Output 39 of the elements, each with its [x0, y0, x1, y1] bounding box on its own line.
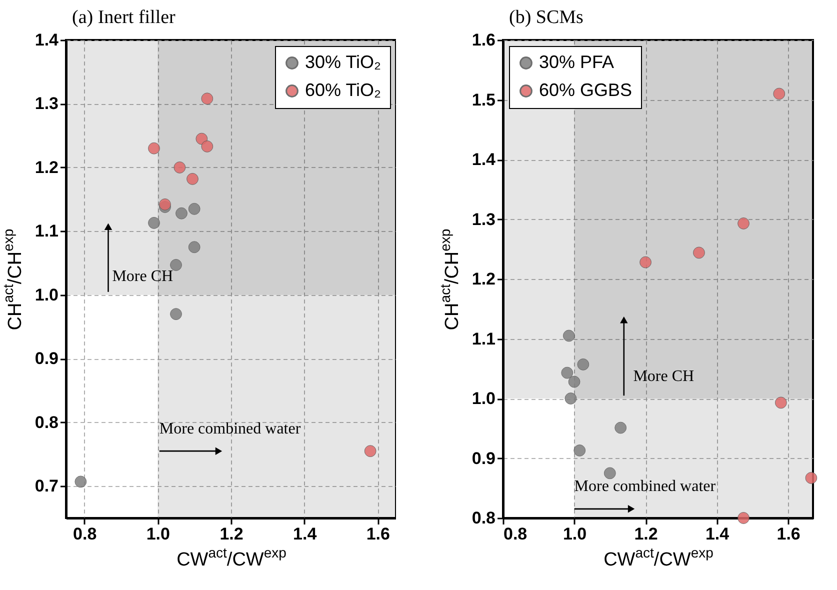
x-tick-label: 1.4	[705, 524, 730, 544]
y-tick-label: 0.9	[34, 349, 58, 368]
x-tick-label: 1.4	[293, 524, 318, 544]
annotation: More combined water	[574, 478, 716, 496]
chart-title: (b) SCMs	[509, 7, 584, 28]
chart-title: (a) Inert filler	[72, 7, 176, 28]
x-tick-label: 1.6	[776, 524, 800, 544]
legend-label: 60% TiO₂	[305, 80, 382, 100]
x-tick-label: 1.2	[220, 524, 244, 544]
x-axis-title: CW$^{act}$/CW$^{exp}$	[176, 544, 287, 570]
y-tick-label: 1.4	[472, 150, 496, 169]
y-tick-label: 1.1	[472, 329, 496, 348]
y-tick-label: 1.6	[472, 30, 496, 50]
legend-label: 30% PFA	[539, 52, 614, 72]
y-tick-label: 1.1	[34, 222, 58, 241]
y-tick-label: 1.2	[34, 158, 58, 177]
y-tick-label: 0.9	[472, 448, 496, 468]
y-tick-label: 0.7	[34, 476, 58, 496]
x-tick-label: 0.8	[504, 524, 528, 544]
x-tick-label: 1.6	[366, 524, 390, 544]
legend-label: 30% TiO₂	[305, 52, 382, 72]
x-tick-label: 0.8	[73, 524, 97, 544]
y-tick-label: 1.0	[472, 389, 496, 408]
y-tick-label: 1.2	[472, 270, 496, 288]
x-tick-label: 1.0	[146, 524, 170, 544]
x-tick-label: 1.0	[562, 524, 587, 544]
y-tick-label: 1.5	[472, 90, 496, 110]
y-tick-label: 1.4	[34, 30, 60, 50]
annotation: More CH	[633, 368, 695, 386]
x-tick-label: 1.2	[634, 524, 658, 544]
y-tick-label: 0.8	[472, 508, 496, 528]
annotation: More combined water	[159, 420, 302, 438]
y-tick-label: 1.3	[472, 210, 496, 229]
x-axis-title: CW$^{act}$/CW$^{exp}$	[604, 544, 714, 570]
annotation: More CH	[112, 268, 174, 285]
y-tick-label: 1.3	[34, 94, 58, 114]
legend-label: 60% GGBS	[539, 80, 632, 100]
y-tick-label: 0.8	[34, 412, 58, 432]
y-tick-label: 1.0	[34, 285, 58, 304]
